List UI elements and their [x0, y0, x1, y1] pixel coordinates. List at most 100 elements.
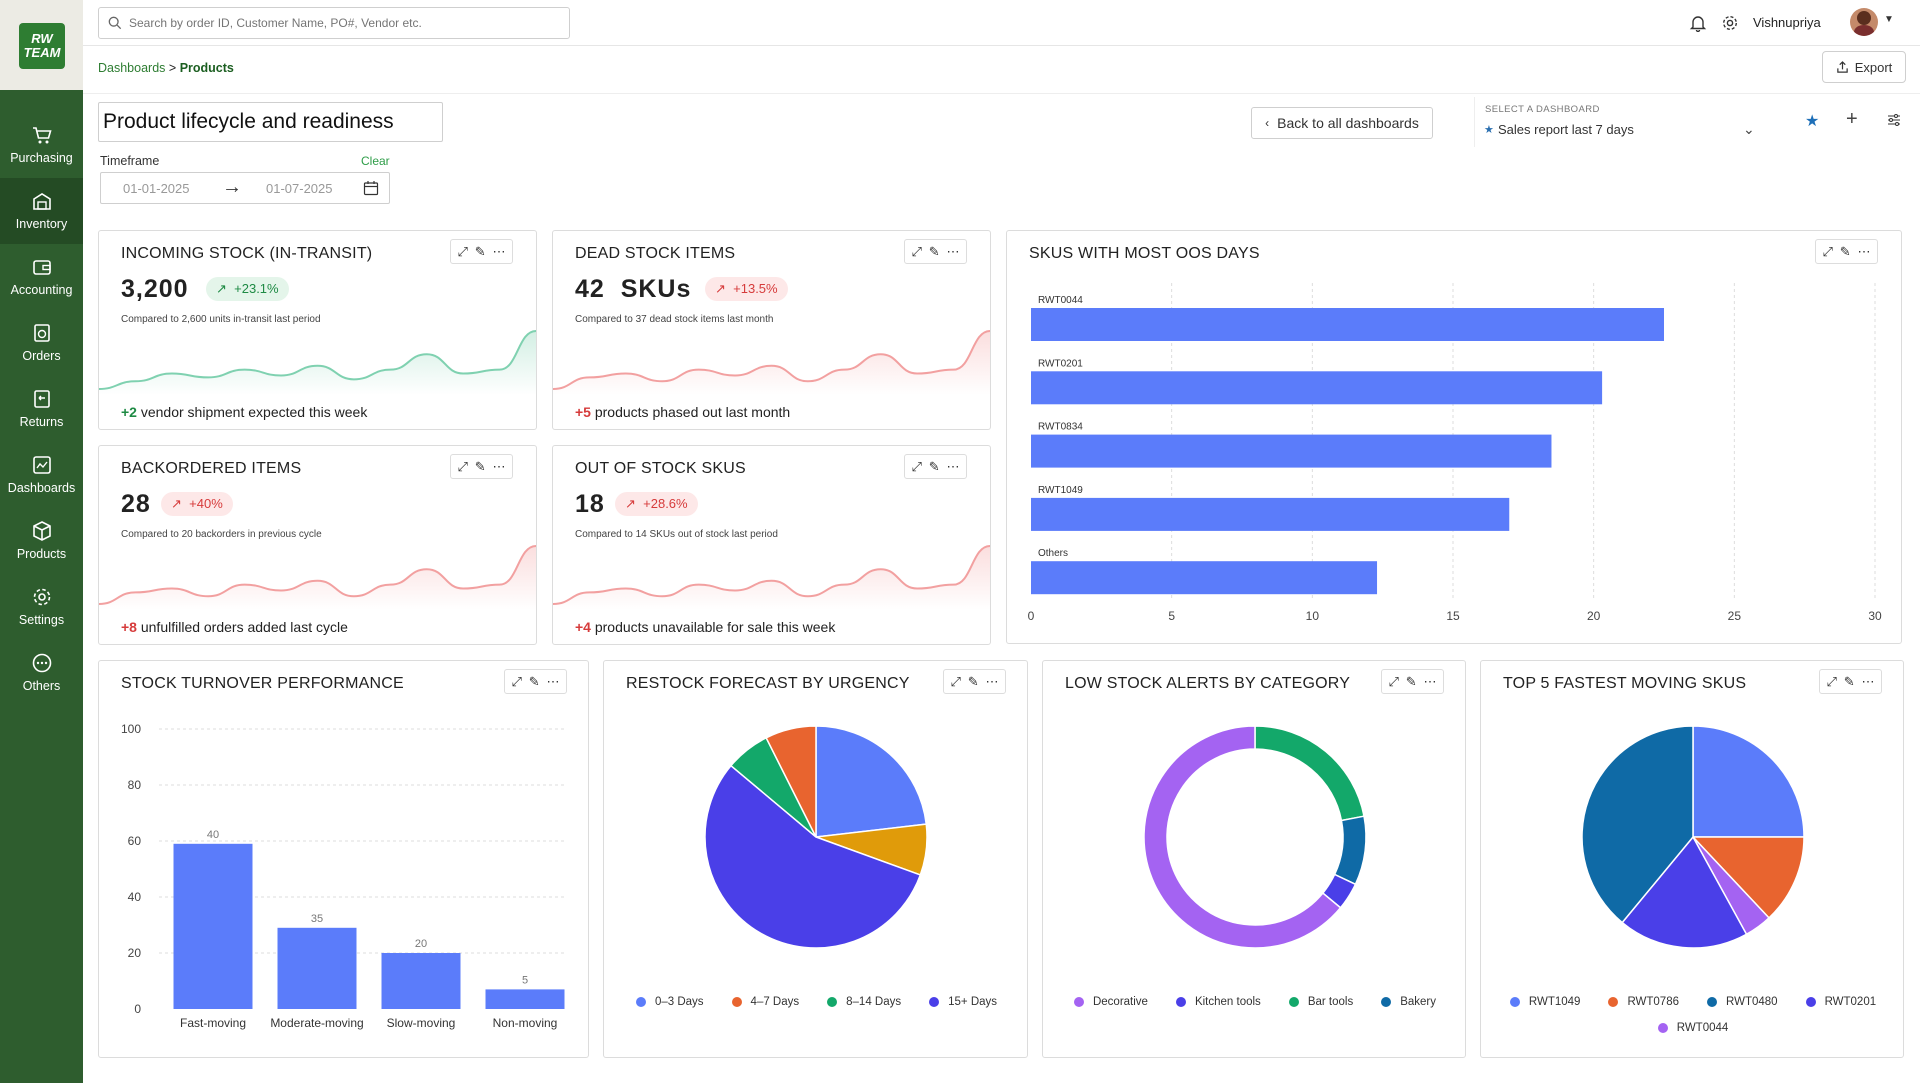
- kpi-footnote-text: unfulfilled orders added last cycle: [136, 619, 348, 635]
- settings-gear-icon[interactable]: [1721, 14, 1739, 32]
- legend-item[interactable]: RWT0480: [1707, 996, 1778, 1008]
- bar[interactable]: [1031, 497, 1510, 531]
- sidebar-item-orders[interactable]: Orders: [0, 310, 83, 376]
- kpi-sparkline: [553, 330, 990, 395]
- legend-item[interactable]: 0–3 Days: [635, 996, 704, 1008]
- oos-bar-chart: 0 5 10 15 20 25 30 RWT0044 RWT0201 RWT0834 RWT1049…: [1028, 283, 1882, 623]
- kpi-sparkline: [553, 545, 990, 610]
- expand-icon[interactable]: ⤢: [457, 458, 468, 474]
- sidebar-item-products[interactable]: Products: [0, 508, 83, 574]
- edit-icon[interactable]: ✎: [528, 673, 540, 689]
- legend-item[interactable]: RWT0201: [1805, 996, 1876, 1008]
- date-range-picker[interactable]: 01-01-2025 → 01-07-2025: [100, 172, 390, 204]
- category-label: RWT0834: [1038, 422, 1083, 433]
- more-options-icon[interactable]: ⋯: [946, 243, 960, 259]
- sidebar-item-others[interactable]: Others: [0, 640, 83, 706]
- bar[interactable]: [1031, 434, 1552, 468]
- add-icon[interactable]: +: [1846, 108, 1858, 130]
- more-options-icon[interactable]: ⋯: [985, 673, 999, 689]
- legend-item[interactable]: Bakery: [1381, 996, 1436, 1008]
- start-date-field[interactable]: 01-01-2025: [123, 181, 190, 196]
- slice-4-7-days[interactable]: [765, 725, 817, 838]
- legend-swatch: [1073, 997, 1084, 1007]
- slice-15-days[interactable]: [704, 764, 922, 949]
- slice-rwt0201[interactable]: [1621, 835, 1748, 949]
- back-to-dashboards-button[interactable]: ‹ Back to all dashboards: [1251, 107, 1433, 139]
- more-options-icon[interactable]: ⋯: [946, 458, 960, 474]
- favorite-star-icon[interactable]: ★: [1805, 113, 1820, 130]
- bar[interactable]: [277, 927, 357, 1009]
- slice-rwt1049[interactable]: [1692, 725, 1805, 838]
- slice-rwt0480[interactable]: [1581, 725, 1694, 924]
- legend-item[interactable]: 8–14 Days: [827, 996, 901, 1008]
- sidebar-item-inventory[interactable]: Inventory: [0, 178, 83, 244]
- expand-icon[interactable]: ⤢: [457, 243, 468, 259]
- legend-item[interactable]: Kitchen tools: [1175, 996, 1261, 1008]
- edit-icon[interactable]: ✎: [474, 458, 486, 474]
- export-button[interactable]: Export: [1822, 51, 1906, 83]
- end-date-field[interactable]: 01-07-2025: [266, 181, 333, 196]
- sparkline-line: [553, 545, 990, 605]
- expand-icon[interactable]: ⤢: [1388, 673, 1399, 689]
- avatar[interactable]: [1850, 8, 1878, 36]
- legend-item[interactable]: RWT0786: [1608, 996, 1679, 1008]
- search-box[interactable]: [98, 7, 570, 39]
- edit-icon[interactable]: ✎: [1405, 673, 1417, 689]
- edit-icon[interactable]: ✎: [474, 243, 486, 259]
- legend-item[interactable]: Bar tools: [1288, 996, 1353, 1008]
- edit-icon[interactable]: ✎: [967, 673, 979, 689]
- sidebar-item-settings[interactable]: Settings: [0, 574, 83, 640]
- breadcrumb: Dashboards > Products: [98, 61, 234, 75]
- bar[interactable]: [1031, 308, 1664, 341]
- more-options-icon[interactable]: ⋯: [1857, 243, 1871, 259]
- slice-decorative[interactable]: [1143, 725, 1342, 949]
- user-menu-chevron-icon[interactable]: ▼: [1884, 14, 1894, 25]
- edit-icon[interactable]: ✎: [928, 458, 940, 474]
- expand-icon[interactable]: ⤢: [911, 243, 922, 259]
- slice-bar-tools[interactable]: [1254, 725, 1365, 822]
- legend-item[interactable]: 4–7 Days: [731, 996, 799, 1008]
- expand-icon[interactable]: ⤢: [950, 673, 961, 689]
- favorite-small-star-icon: ★: [1484, 124, 1494, 136]
- search-input[interactable]: [129, 13, 559, 33]
- slice-bakery[interactable]: [1333, 815, 1367, 886]
- calendar-icon[interactable]: [363, 180, 379, 196]
- slice-rwt0786[interactable]: [1691, 836, 1805, 919]
- bell-icon[interactable]: [1689, 14, 1707, 32]
- bar[interactable]: [173, 843, 253, 1009]
- more-options-icon[interactable]: ⋯: [1423, 673, 1437, 689]
- sidebar-item-purchasing[interactable]: Purchasing: [0, 112, 83, 178]
- bar[interactable]: [1031, 561, 1378, 595]
- brand-logo[interactable]: RW TEAM: [19, 23, 65, 69]
- expand-icon[interactable]: ⤢: [1822, 243, 1833, 259]
- edit-icon[interactable]: ✎: [1839, 243, 1851, 259]
- legend-item[interactable]: 15+ Days: [929, 996, 997, 1008]
- bar[interactable]: [485, 989, 565, 1009]
- filter-sliders-icon[interactable]: [1887, 113, 1901, 127]
- more-options-icon[interactable]: ⋯: [492, 243, 506, 259]
- category-label: RWT0044: [1038, 295, 1083, 306]
- dashboard-selector[interactable]: SELECT A DASHBOARD ★ Sales report last 7…: [1474, 97, 1764, 147]
- more-options-icon[interactable]: ⋯: [1861, 673, 1875, 689]
- expand-icon[interactable]: ⤢: [911, 458, 922, 474]
- legend-item[interactable]: RWT1049: [1509, 996, 1580, 1008]
- sidebar-item-accounting[interactable]: Accounting: [0, 244, 83, 310]
- more-options-icon[interactable]: ⋯: [492, 458, 506, 474]
- slice-0-3-days[interactable]: [815, 725, 928, 838]
- sidebar-item-dashboards[interactable]: Dashboards: [0, 442, 83, 508]
- bar[interactable]: [381, 953, 461, 1009]
- user-name[interactable]: Vishnupriya: [1753, 15, 1821, 30]
- dashboard-title-field[interactable]: Product lifecycle and readiness: [98, 102, 443, 142]
- more-options-icon[interactable]: ⋯: [546, 673, 560, 689]
- expand-icon[interactable]: ⤢: [511, 673, 522, 689]
- edit-icon[interactable]: ✎: [928, 243, 940, 259]
- sidebar-item-returns[interactable]: Returns: [0, 376, 83, 442]
- legend-item[interactable]: RWT0044: [1657, 1022, 1728, 1034]
- legend-item[interactable]: Decorative: [1073, 996, 1148, 1008]
- breadcrumb-parent-link[interactable]: Dashboards: [98, 61, 166, 75]
- expand-icon[interactable]: ⤢: [1826, 673, 1837, 689]
- oos-days-chart-card: SKUS WITH MOST OOS DAYS ⤢ ✎ ⋯ 0 5 10 15 20 25 30…: [1006, 230, 1902, 644]
- edit-icon[interactable]: ✎: [1843, 673, 1855, 689]
- clear-timeframe-link[interactable]: Clear: [361, 154, 390, 168]
- bar[interactable]: [1031, 371, 1603, 405]
